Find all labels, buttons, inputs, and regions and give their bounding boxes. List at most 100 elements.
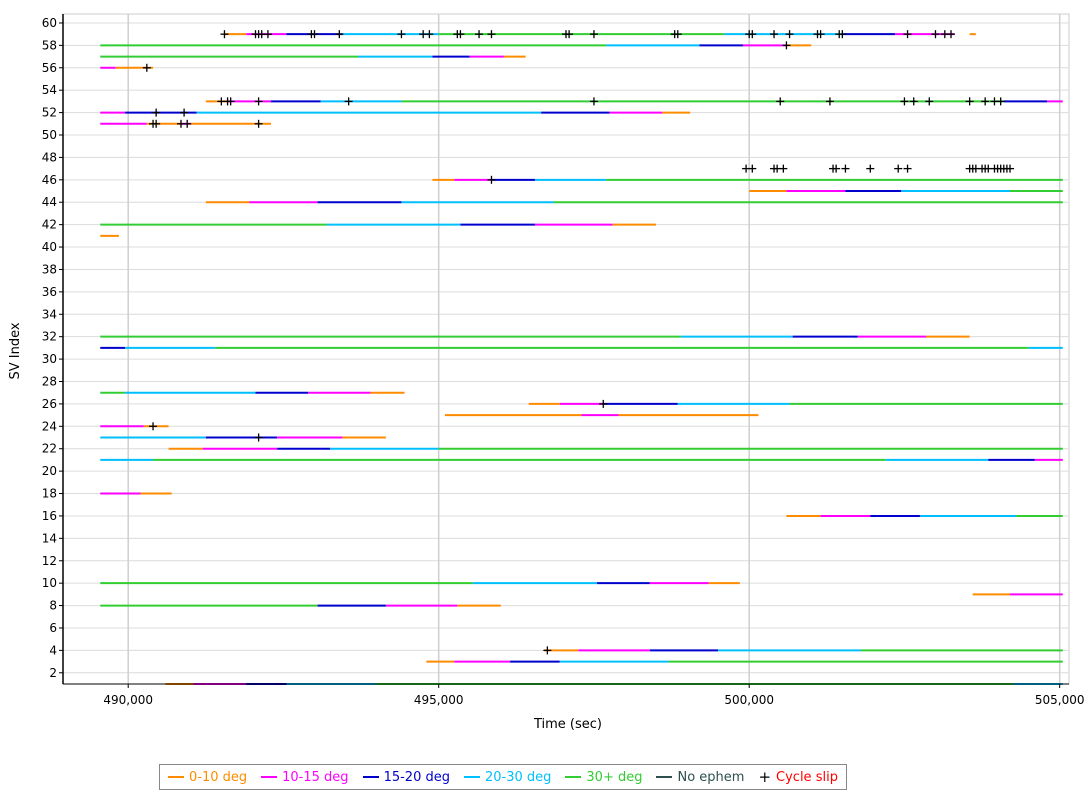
legend-swatch <box>261 776 278 778</box>
cycle-slip-marker <box>254 119 263 128</box>
x-tick-label: 490,000 <box>103 693 153 707</box>
cycle-slip-marker <box>816 30 825 39</box>
y-tick-label: 10 <box>42 576 57 590</box>
cycle-slip-marker <box>220 30 229 39</box>
cycle-slip-marker <box>785 30 794 39</box>
cycle-slip-marker <box>152 108 161 117</box>
cycle-slip-marker <box>487 175 496 184</box>
cycle-slip-marker <box>981 97 990 106</box>
cycle-slip-marker <box>947 30 956 39</box>
cycle-slip-marker <box>673 30 682 39</box>
cycle-slip-marker <box>748 30 757 39</box>
y-tick-labels: 2468101214161820222426283032343638404244… <box>42 16 63 680</box>
cycle-slip-marker <box>782 41 791 50</box>
legend-swatch <box>362 776 379 778</box>
cycle-slip-marker <box>487 30 496 39</box>
cycle-slip-marker <box>263 30 272 39</box>
cycle-slip-marker <box>838 30 847 39</box>
legend-item: 15-20 deg <box>362 769 450 785</box>
y-tick-label: 46 <box>42 173 57 187</box>
y-tick-label: 14 <box>42 531 57 545</box>
legend-item: + Cycle slip <box>758 767 838 786</box>
legend-item: 0-10 deg <box>168 770 247 785</box>
y-tick-label: 16 <box>42 509 57 523</box>
legend-swatch <box>565 776 582 778</box>
cycle-slip-marker <box>779 164 788 173</box>
cycle-slip-marker <box>142 63 151 72</box>
y-tick-label: 20 <box>42 464 57 478</box>
plot-area <box>62 13 1070 685</box>
legend-label: Cycle slip <box>776 769 838 785</box>
y-tick-label: 8 <box>49 599 57 613</box>
y-tick-label: 36 <box>42 285 57 299</box>
y-tick-label: 28 <box>42 374 57 388</box>
y-tick-label: 26 <box>42 397 57 411</box>
y-tick-label: 54 <box>42 83 57 97</box>
y-axis-label: SV Index <box>8 322 23 379</box>
cycle-slip-marker <box>825 97 834 106</box>
legend-swatch <box>656 776 673 778</box>
cycle-slip-marker <box>152 119 161 128</box>
cycle-slip-marker <box>425 30 434 39</box>
x-tick-label: 505,000 <box>1035 693 1085 707</box>
cycle-slip-marker <box>226 97 235 106</box>
x-axis-label: Time (sec) <box>533 717 602 732</box>
legend-item: No ephem <box>656 770 744 785</box>
y-tick-label: 12 <box>42 554 57 568</box>
y-tick-label: 32 <box>42 330 57 344</box>
cycle-slip-marker <box>1006 164 1015 173</box>
cycle-slip-marker <box>344 97 353 106</box>
cycle-slip-marker <box>180 108 189 117</box>
y-tick-label: 56 <box>42 61 57 75</box>
cycle-slip-marker <box>310 30 319 39</box>
y-tick-label: 42 <box>42 218 57 232</box>
legend-label: 20-30 deg <box>484 769 552 785</box>
y-tick-label: 44 <box>42 195 57 209</box>
y-tick-label: 40 <box>42 240 57 254</box>
legend: 0-10 deg 10-15 deg 15-20 deg 20-30 deg 30+ d… <box>159 764 847 790</box>
cycle-slip-marker <box>841 164 850 173</box>
cycle-slip-marker <box>149 422 158 431</box>
cycle-slip-marker <box>925 97 934 106</box>
legend-item: 10-15 deg <box>261 769 349 785</box>
y-tick-label: 58 <box>42 38 57 52</box>
cycle-slip-marker <box>866 164 875 173</box>
cycle-slip-marker <box>903 30 912 39</box>
y-tick-label: 48 <box>42 150 57 164</box>
cycle-slip-marker <box>770 30 779 39</box>
cycle-slip-marker <box>931 30 940 39</box>
cycle-slip-marker <box>599 399 608 408</box>
legend-label: 0-10 deg <box>189 769 248 785</box>
y-tick-label: 22 <box>42 442 57 456</box>
legend-marker-plus: + <box>758 767 772 786</box>
cycle-slip-marker <box>397 30 406 39</box>
cycle-slip-marker <box>589 30 598 39</box>
cycle-slip-marker <box>565 30 574 39</box>
cycle-slip-marker <box>543 646 552 655</box>
cycle-slip-marker <box>903 164 912 173</box>
legend-label: 10-15 deg <box>282 769 349 785</box>
y-tick-label: 50 <box>42 128 57 142</box>
cycle-slip-marker <box>996 97 1005 106</box>
y-tick-label: 30 <box>42 352 57 366</box>
cycle-slip-marker <box>456 30 465 39</box>
cycle-slip-marker <box>475 30 484 39</box>
y-tick-label: 60 <box>42 16 57 30</box>
legend-label: 30+ deg <box>586 769 643 785</box>
y-tick-label: 52 <box>42 106 57 120</box>
cycle-slip-markers <box>142 30 1015 655</box>
cycle-slip-marker <box>894 164 903 173</box>
cycle-slip-marker <box>909 97 918 106</box>
y-tick-label: 4 <box>49 643 57 657</box>
legend-label: 15-20 deg <box>383 769 450 785</box>
legend-swatch <box>463 776 480 778</box>
y-tick-label: 6 <box>49 621 57 635</box>
y-tick-label: 38 <box>42 262 57 276</box>
cycle-slip-marker <box>776 97 785 106</box>
x-tick-labels: 490,000 495,000 500,000 505,000 <box>103 684 1084 707</box>
x-tick-label: 495,000 <box>414 693 464 707</box>
cycle-slip-marker <box>748 164 757 173</box>
timeline-chart: 2468101214161820222426283032343638404244… <box>8 13 1084 732</box>
legend-label: No ephem <box>677 769 745 785</box>
cycle-slip-marker <box>254 433 263 442</box>
